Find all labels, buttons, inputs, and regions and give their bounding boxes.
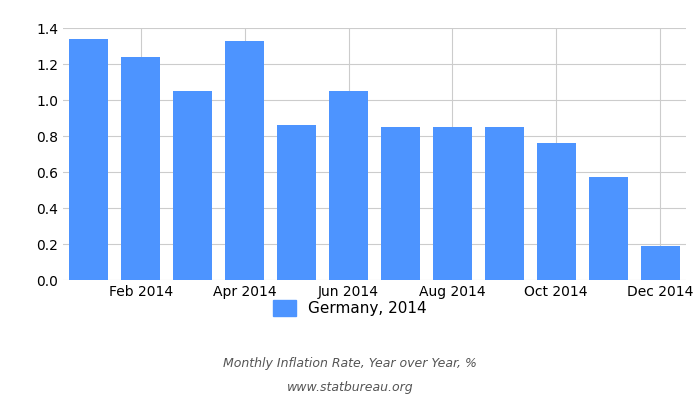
Bar: [329, 91, 368, 280]
Bar: [121, 57, 160, 280]
Bar: [537, 143, 575, 280]
Bar: [589, 178, 628, 280]
Bar: [277, 125, 316, 280]
Bar: [433, 127, 472, 280]
Bar: [640, 246, 680, 280]
Text: www.statbureau.org: www.statbureau.org: [287, 382, 413, 394]
Bar: [381, 127, 420, 280]
Bar: [485, 127, 524, 280]
Bar: [69, 39, 108, 280]
Legend: Germany, 2014: Germany, 2014: [267, 294, 433, 322]
Bar: [225, 41, 264, 280]
Text: Monthly Inflation Rate, Year over Year, %: Monthly Inflation Rate, Year over Year, …: [223, 358, 477, 370]
Bar: [174, 91, 212, 280]
